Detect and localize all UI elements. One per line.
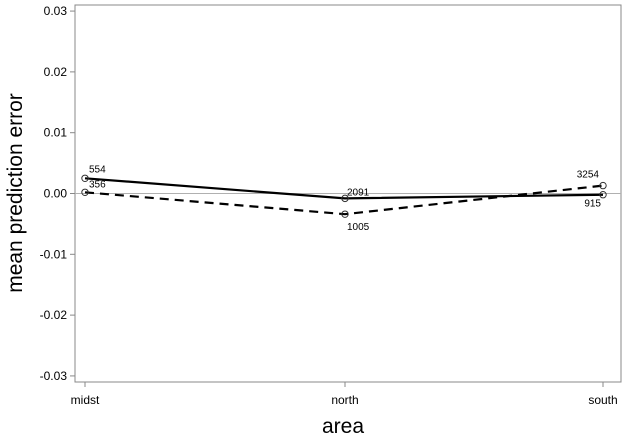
x-axis-title: area (322, 415, 364, 438)
series-layer: 554 2091 915 356 1005 3254 (81, 164, 607, 233)
data-point (599, 191, 607, 199)
data-label: 554 (89, 164, 106, 175)
data-label: 1005 (347, 222, 370, 233)
data-label: 356 (89, 179, 106, 190)
x-tick-label: midst (71, 393, 100, 407)
x-tick-label: north (331, 393, 358, 407)
series-line-dashed (84, 184, 604, 216)
data-label: 3254 (577, 170, 600, 181)
series-line-solid (84, 177, 604, 200)
y-tick-label: 0.02 (44, 65, 68, 79)
data-label: 2091 (347, 187, 370, 198)
data-point (81, 188, 89, 196)
x-axis: midst north south (71, 382, 618, 407)
data-point (599, 181, 607, 190)
y-tick-label: -0.01 (40, 247, 68, 261)
data-label: 915 (584, 199, 601, 210)
y-tick-label: 0.03 (44, 4, 68, 18)
x-tick-label: south (588, 393, 617, 407)
y-axis-title: mean prediction error (4, 93, 27, 293)
y-tick-label: -0.03 (40, 369, 68, 383)
y-tick-label: 0.01 (44, 126, 68, 140)
y-tick-label: -0.02 (40, 308, 68, 322)
data-point (341, 194, 349, 203)
y-axis: -0.03 -0.02 -0.01 0.00 0.01 0.02 0.03 (40, 4, 75, 383)
data-point (341, 210, 349, 218)
y-tick-label: 0.00 (44, 187, 68, 201)
data-point (81, 174, 89, 182)
